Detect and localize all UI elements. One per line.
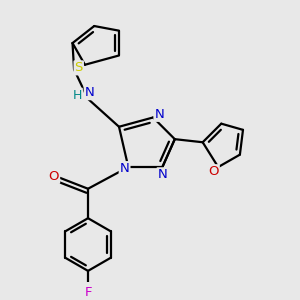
Text: S: S [74, 61, 83, 74]
Text: N: N [154, 108, 164, 121]
Text: N: N [158, 168, 167, 181]
Text: N: N [120, 162, 130, 175]
Text: N: N [85, 86, 94, 99]
Text: O: O [208, 165, 219, 178]
Text: O: O [49, 170, 59, 183]
Text: F: F [84, 286, 92, 299]
Text: H: H [73, 88, 82, 102]
